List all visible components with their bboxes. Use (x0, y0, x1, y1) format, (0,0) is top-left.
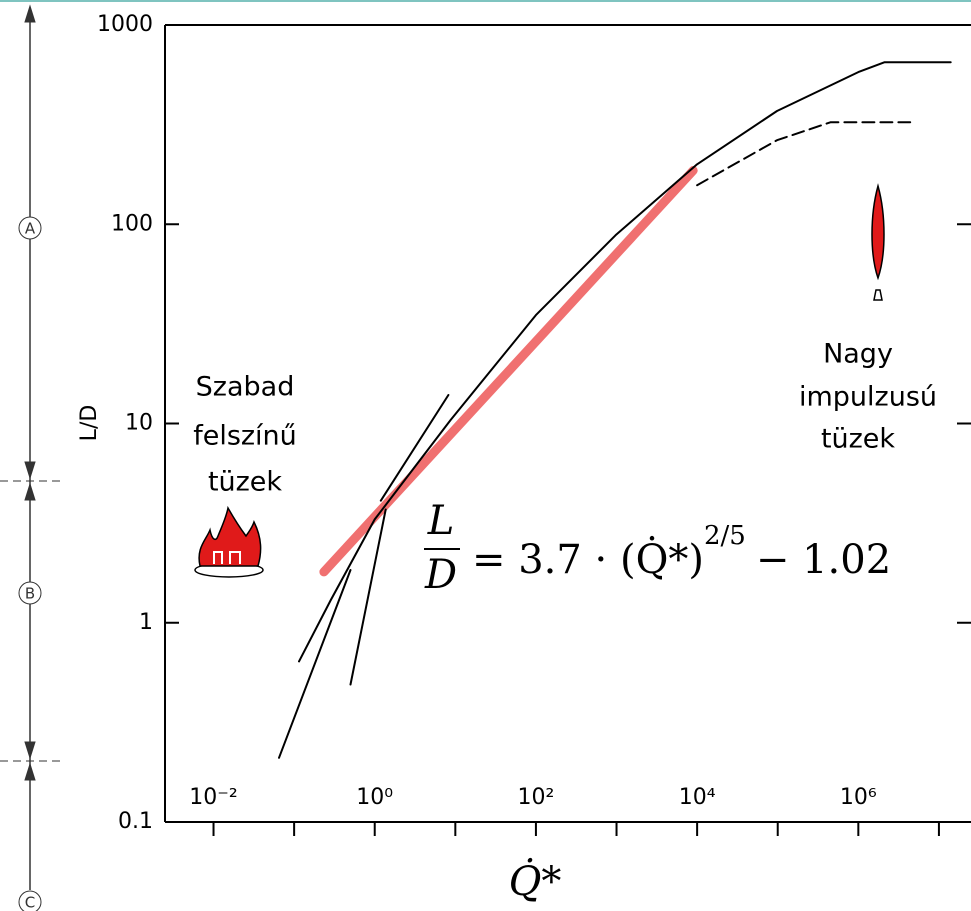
top-border (0, 0, 971, 2)
equation-body: = 3.7 · (Q̇*) (472, 536, 704, 583)
equation-denominator: D (424, 552, 457, 598)
x-tick-label: 10⁶ (840, 785, 877, 810)
equation-numerator: L (427, 498, 455, 544)
jet-fire-icon (871, 183, 885, 301)
region-label: A (25, 220, 36, 238)
region-label: B (25, 585, 35, 603)
region-scale (0, 4, 65, 911)
y-tick-label: 1 (139, 610, 153, 635)
annotation: impulzusú (799, 382, 937, 413)
annotation: Szabad (196, 372, 295, 403)
y-tick-label: 1000 (97, 12, 153, 37)
series-line (319, 166, 698, 577)
y-tick-label: 100 (111, 211, 153, 236)
annotation: tüzek (208, 467, 282, 498)
annotation: Nagy (823, 339, 893, 370)
annotation: felszínű (193, 421, 297, 452)
series-line (298, 61, 952, 663)
x-tick-label: 10⁻² (189, 785, 237, 810)
equation-tail: − 1.02 (756, 537, 891, 583)
series-line (696, 121, 912, 187)
series-line (349, 508, 387, 686)
series-line (379, 394, 450, 502)
x-tick-label: 10⁰ (356, 785, 393, 810)
equation: = 3.7 · (Q̇*)2/5 − 1.02 (472, 521, 891, 583)
x-axis-label: Q̇* (509, 858, 562, 905)
y-axis-label: L/D (77, 405, 102, 442)
x-tick-label: 10⁴ (679, 785, 716, 810)
pool-fire-icon (194, 505, 264, 578)
series-line (278, 569, 352, 759)
equation-exponent: 2/5 (704, 521, 746, 551)
y-tick-label: 10 (125, 411, 153, 436)
region-label: C (25, 894, 35, 911)
y-tick-label: 0.1 (118, 809, 153, 834)
annotation: tüzek (821, 424, 895, 455)
x-tick-label: 10² (518, 785, 555, 810)
